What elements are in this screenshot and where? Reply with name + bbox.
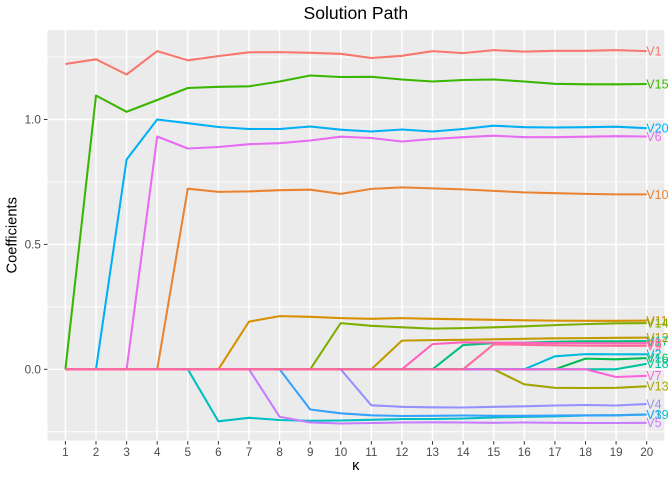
- svg-text:3: 3: [123, 446, 130, 459]
- svg-text:V3: V3: [646, 408, 661, 422]
- svg-text:V19: V19: [646, 408, 668, 422]
- svg-text:V8: V8: [646, 337, 661, 351]
- svg-text:V10: V10: [646, 188, 668, 202]
- svg-text:6: 6: [215, 446, 222, 459]
- svg-text:16: 16: [518, 446, 531, 459]
- svg-text:V7: V7: [646, 369, 661, 383]
- svg-text:0.5: 0.5: [25, 239, 42, 252]
- svg-text:11: 11: [365, 446, 377, 459]
- svg-text:V12: V12: [646, 331, 668, 345]
- svg-text:13: 13: [426, 446, 439, 459]
- svg-text:19: 19: [610, 446, 623, 459]
- svg-text:17: 17: [548, 446, 561, 459]
- svg-text:20: 20: [640, 446, 654, 459]
- svg-text:V9: V9: [646, 339, 661, 353]
- svg-text:4: 4: [154, 446, 161, 459]
- svg-text:V18: V18: [646, 357, 668, 371]
- svg-text:V5: V5: [646, 416, 661, 430]
- svg-text:7: 7: [246, 446, 253, 459]
- svg-text:2: 2: [93, 446, 100, 459]
- svg-text:V17: V17: [646, 335, 668, 349]
- svg-text:V14: V14: [646, 317, 668, 331]
- svg-text:Solution Path: Solution Path: [303, 3, 408, 23]
- svg-text:V4: V4: [646, 397, 661, 411]
- svg-text:V6: V6: [646, 130, 661, 144]
- svg-text:14: 14: [457, 446, 471, 459]
- svg-text:5: 5: [185, 446, 192, 459]
- svg-text:V16: V16: [646, 352, 668, 366]
- svg-text:12: 12: [395, 446, 408, 459]
- svg-text:V11: V11: [646, 314, 667, 328]
- svg-text:18: 18: [579, 446, 592, 459]
- svg-text:10: 10: [334, 446, 348, 459]
- svg-text:κ: κ: [352, 458, 360, 474]
- svg-text:V20: V20: [646, 122, 668, 136]
- svg-text:V15: V15: [646, 77, 668, 91]
- svg-text:15: 15: [487, 446, 501, 459]
- svg-text:0.0: 0.0: [25, 364, 42, 377]
- svg-text:V13: V13: [646, 380, 668, 394]
- svg-text:V2: V2: [646, 348, 661, 362]
- svg-text:1: 1: [62, 446, 69, 459]
- svg-text:8: 8: [276, 446, 283, 459]
- svg-text:V1: V1: [646, 45, 661, 59]
- svg-text:Coefficients: Coefficients: [5, 197, 21, 273]
- svg-text:1.0: 1.0: [25, 114, 42, 127]
- svg-text:9: 9: [307, 446, 314, 459]
